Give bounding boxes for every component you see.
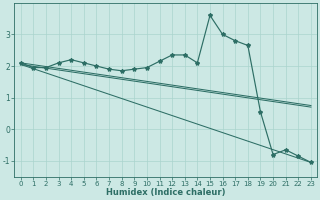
X-axis label: Humidex (Indice chaleur): Humidex (Indice chaleur) [106, 188, 226, 197]
